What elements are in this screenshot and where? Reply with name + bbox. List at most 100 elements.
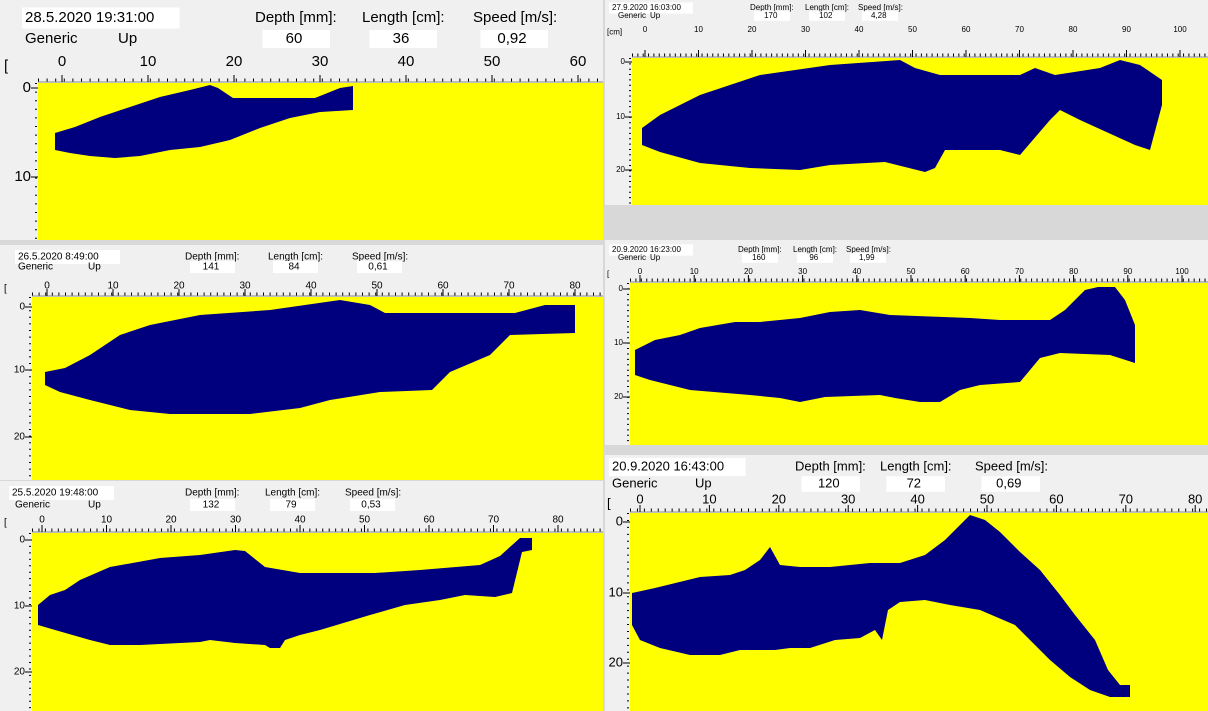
- length-value: 79: [285, 500, 297, 511]
- x-ruler-label: 30: [312, 53, 329, 70]
- x-ruler-label: 90: [1122, 25, 1131, 34]
- x-ruler-label: 50: [908, 25, 917, 34]
- x-ruler-label: 50: [359, 515, 371, 526]
- y-ruler-label: 0: [19, 535, 25, 546]
- y-ruler-label: 20: [616, 165, 625, 174]
- x-ruler-label: 10: [101, 515, 113, 526]
- fish-class: Generic: [618, 253, 646, 262]
- depth-value: 170: [764, 11, 778, 20]
- speed-value: 0,61: [368, 262, 388, 273]
- x-ruler-label: 0: [638, 267, 643, 276]
- speed-label: Speed [m/s]:: [473, 9, 557, 26]
- y-ruler-label: 0: [619, 284, 624, 293]
- x-ruler-label: 0: [636, 491, 643, 506]
- y-ruler-label: 0: [621, 57, 626, 66]
- x-ruler-label: 90: [1123, 267, 1132, 276]
- x-ruler-label: 100: [1173, 25, 1187, 34]
- x-ruler-label: 60: [1049, 491, 1063, 506]
- x-ruler-label: 40: [910, 491, 924, 506]
- x-ruler-label: 50: [484, 53, 501, 70]
- x-ruler-label: 100: [1175, 267, 1189, 276]
- x-ruler-label: 30: [841, 491, 855, 506]
- depth-value: 160: [752, 253, 766, 262]
- x-ruler-label: 10: [690, 267, 699, 276]
- x-ruler-label: 70: [1015, 25, 1024, 34]
- direction: Up: [650, 253, 661, 262]
- depth-label: Depth [mm]:: [185, 488, 239, 499]
- fish-class: Generic: [18, 262, 53, 273]
- speed-label: Speed [m/s]:: [975, 458, 1048, 473]
- ruler-unit: [cm]: [607, 28, 622, 37]
- direction: Up: [118, 30, 137, 47]
- y-ruler-label: 10: [14, 365, 26, 376]
- y-ruler-label: 10: [614, 338, 623, 347]
- speed-value: 0,69: [996, 475, 1021, 490]
- y-ruler-label: 20: [14, 667, 26, 678]
- x-ruler-label: 50: [907, 267, 916, 276]
- x-ruler-label: 20: [165, 515, 177, 526]
- x-ruler-label: 40: [398, 53, 415, 70]
- x-ruler-label: 60: [962, 25, 971, 34]
- length-label: Length [cm]:: [880, 458, 952, 473]
- speed-value: 0,53: [361, 500, 381, 511]
- x-ruler-label: 60: [961, 267, 970, 276]
- x-ruler-label: 0: [643, 25, 648, 34]
- fish-class: Generic: [612, 475, 658, 490]
- fish-class: Generic: [25, 30, 78, 47]
- x-ruler-label: 20: [226, 53, 243, 70]
- direction: Up: [88, 262, 101, 273]
- x-ruler-label: 60: [570, 53, 587, 70]
- speed-value: 4,28: [871, 11, 887, 20]
- y-ruler-label: 10: [616, 112, 625, 121]
- y-ruler-label: 10: [609, 584, 623, 599]
- x-ruler-label: 70: [488, 515, 500, 526]
- timestamp: 25.5.2020 19:48:00: [12, 488, 99, 499]
- x-ruler-label: 70: [1015, 267, 1024, 276]
- y-ruler-label: 0: [616, 513, 623, 528]
- depth-value: 60: [286, 30, 303, 47]
- x-ruler-label: 20: [772, 491, 786, 506]
- x-ruler-label: 80: [1069, 267, 1078, 276]
- x-ruler-label: 30: [798, 267, 807, 276]
- x-ruler-label: 40: [294, 515, 306, 526]
- y-ruler-label: 20: [14, 432, 26, 443]
- timestamp: 20.9.2020 16:43:00: [612, 458, 724, 473]
- x-ruler-label: 20: [744, 267, 753, 276]
- x-ruler-label: 0: [58, 53, 66, 70]
- speed-value: 0,92: [497, 30, 526, 47]
- ruler-unit: [: [4, 518, 7, 529]
- depth-value: 120: [818, 475, 840, 490]
- fish-class: Generic: [618, 11, 646, 20]
- ruler-unit: [: [4, 284, 7, 295]
- x-ruler-label: 0: [39, 515, 45, 526]
- x-ruler-label: 40: [855, 25, 864, 34]
- length-value: 36: [393, 30, 410, 47]
- fish-class: Generic: [15, 500, 50, 511]
- y-ruler-label: 10: [14, 601, 26, 612]
- x-ruler-label: 20: [748, 25, 757, 34]
- depth-label: Depth [mm]:: [795, 458, 866, 473]
- depth-value: 141: [203, 262, 220, 273]
- depth-value: 132: [203, 500, 220, 511]
- x-ruler-label: 10: [140, 53, 157, 70]
- x-ruler-label: 10: [694, 25, 703, 34]
- depth-label: Depth [mm]:: [255, 9, 337, 26]
- y-ruler-label: 0: [23, 79, 31, 96]
- x-ruler-label: 70: [1119, 491, 1133, 506]
- length-value: 96: [809, 253, 818, 262]
- speed-value: 1,99: [859, 253, 875, 262]
- x-ruler-label: 10: [702, 491, 716, 506]
- length-label: Length [cm]:: [265, 488, 320, 499]
- length-label: Length [cm]:: [362, 9, 445, 26]
- direction: Up: [88, 500, 101, 511]
- y-ruler-label: 10: [14, 168, 31, 185]
- x-ruler-label: 30: [230, 515, 242, 526]
- ruler-unit: [: [607, 495, 611, 510]
- speed-label: Speed [m/s]:: [345, 488, 401, 499]
- x-ruler-label: 80: [1188, 491, 1202, 506]
- timestamp: 28.5.2020 19:31:00: [25, 9, 154, 26]
- direction: Up: [650, 11, 661, 20]
- x-ruler-label: 30: [801, 25, 810, 34]
- length-value: 84: [288, 262, 300, 273]
- direction: Up: [695, 475, 712, 490]
